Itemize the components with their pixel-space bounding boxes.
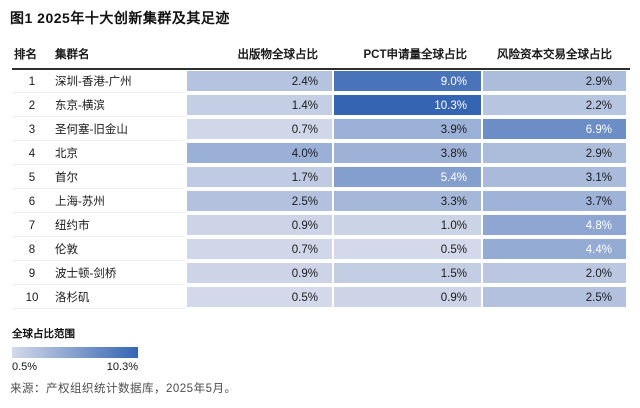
cluster-name-cell: 首尔 xyxy=(52,167,185,189)
publications-share-cell: 0.9% xyxy=(185,215,332,237)
publications-share-cell: 2.5% xyxy=(185,191,332,213)
table-row: 7 纽约市 0.9% 1.0% 4.8% xyxy=(12,215,630,239)
pct-applications-share-cell: 1.5% xyxy=(332,263,481,285)
rank-cell: 2 xyxy=(12,95,52,117)
pct-applications-share-cell: 3.8% xyxy=(332,143,481,165)
pct-applications-share-cell: 3.9% xyxy=(332,119,481,141)
publications-share-cell: 2.4% xyxy=(185,71,332,93)
venture-capital-share-cell: 2.2% xyxy=(481,95,626,117)
cluster-name-cell: 东京-横滨 xyxy=(52,95,185,117)
pct-applications-share-cell: 1.0% xyxy=(332,215,481,237)
venture-capital-share-cell: 2.9% xyxy=(481,71,626,93)
table-row: 5 首尔 1.7% 5.4% 3.1% xyxy=(12,167,630,191)
venture-capital-share-cell: 2.9% xyxy=(481,143,626,165)
cluster-name-cell: 纽约市 xyxy=(52,215,185,237)
table-row: 1 深圳-香港-广州 2.4% 9.0% 2.9% xyxy=(12,71,630,95)
col-header-cluster-name: 集群名 xyxy=(55,49,90,61)
cluster-name-cell: 波士顿-剑桥 xyxy=(52,263,185,285)
legend-min-label: 0.5% xyxy=(12,361,38,373)
publications-share-cell: 0.7% xyxy=(185,119,332,141)
table-row: 6 上海-苏州 2.5% 3.3% 3.7% xyxy=(12,191,630,215)
source-note: 来源：产权组织统计数据库，2025年5月。 xyxy=(10,383,237,395)
venture-capital-share-cell: 2.5% xyxy=(481,287,626,309)
table-row: 10 洛杉矶 0.5% 0.9% 2.5% xyxy=(12,287,630,311)
pct-applications-share-cell: 3.3% xyxy=(332,191,481,213)
rank-cell: 10 xyxy=(12,287,52,309)
table-row: 2 东京-横滨 1.4% 10.3% 2.2% xyxy=(12,95,630,119)
rank-cell: 1 xyxy=(12,71,52,93)
legend-max-label: 10.3% xyxy=(106,361,138,373)
cluster-name-cell: 深圳-香港-广州 xyxy=(52,71,185,93)
publications-share-cell: 0.9% xyxy=(185,263,332,285)
col-header-publications-share: 出版物全球占比 xyxy=(237,49,319,61)
cluster-name-cell: 伦敦 xyxy=(52,239,185,261)
legend-labels: 0.5% 10.3% xyxy=(12,361,138,373)
table-row: 4 北京 4.0% 3.8% 2.9% xyxy=(12,143,630,167)
publications-share-cell: 0.7% xyxy=(185,239,332,261)
venture-capital-share-cell: 3.1% xyxy=(481,167,626,189)
rank-cell: 8 xyxy=(12,239,52,261)
pct-applications-share-cell: 5.4% xyxy=(332,167,481,189)
table-row: 3 圣何塞-旧金山 0.7% 3.9% 6.9% xyxy=(12,119,630,143)
col-header-pct-applications-share: PCT申请量全球占比 xyxy=(363,49,468,61)
table-header-row: 排名 集群名 出版物全球占比 PCT申请量全球占比 风险资本交易全球占比 xyxy=(12,42,630,70)
publications-share-cell: 4.0% xyxy=(185,143,332,165)
figure-title: 图1 2025年十大创新集群及其足迹 xyxy=(10,10,230,26)
col-header-rank: 排名 xyxy=(14,49,37,61)
legend-gradient-bar xyxy=(12,347,138,358)
rank-cell: 4 xyxy=(12,143,52,165)
pct-applications-share-cell: 9.0% xyxy=(332,71,481,93)
table-row: 8 伦敦 0.7% 0.5% 4.4% xyxy=(12,239,630,263)
venture-capital-share-cell: 4.4% xyxy=(481,239,626,261)
publications-share-cell: 1.7% xyxy=(185,167,332,189)
pct-applications-share-cell: 0.9% xyxy=(332,287,481,309)
cluster-name-cell: 洛杉矶 xyxy=(52,287,185,309)
venture-capital-share-cell: 6.9% xyxy=(481,119,626,141)
rank-cell: 7 xyxy=(12,215,52,237)
legend-title: 全球占比范围 xyxy=(12,328,75,340)
venture-capital-share-cell: 2.0% xyxy=(481,263,626,285)
table-body: 1 深圳-香港-广州 2.4% 9.0% 2.9% 2 东京-横滨 1.4% 10.3% 2.2%… xyxy=(12,71,630,311)
clusters-table: 排名 集群名 出版物全球占比 PCT申请量全球占比 风险资本交易全球占比 1 深圳… xyxy=(12,42,630,311)
venture-capital-share-cell: 4.8% xyxy=(481,215,626,237)
cluster-name-cell: 上海-苏州 xyxy=(52,191,185,213)
legend: 全球占比范围 0.5% 10.3% xyxy=(12,326,138,373)
col-header-venture-capital-share: 风险资本交易全球占比 xyxy=(497,49,612,61)
rank-cell: 3 xyxy=(12,119,52,141)
rank-cell: 6 xyxy=(12,191,52,213)
pct-applications-share-cell: 10.3% xyxy=(332,95,481,117)
table-row: 9 波士顿-剑桥 0.9% 1.5% 2.0% xyxy=(12,263,630,287)
venture-capital-share-cell: 3.7% xyxy=(481,191,626,213)
cluster-name-cell: 北京 xyxy=(52,143,185,165)
publications-share-cell: 1.4% xyxy=(185,95,332,117)
pct-applications-share-cell: 0.5% xyxy=(332,239,481,261)
publications-share-cell: 0.5% xyxy=(185,287,332,309)
rank-cell: 9 xyxy=(12,263,52,285)
rank-cell: 5 xyxy=(12,167,52,189)
cluster-name-cell: 圣何塞-旧金山 xyxy=(52,119,185,141)
